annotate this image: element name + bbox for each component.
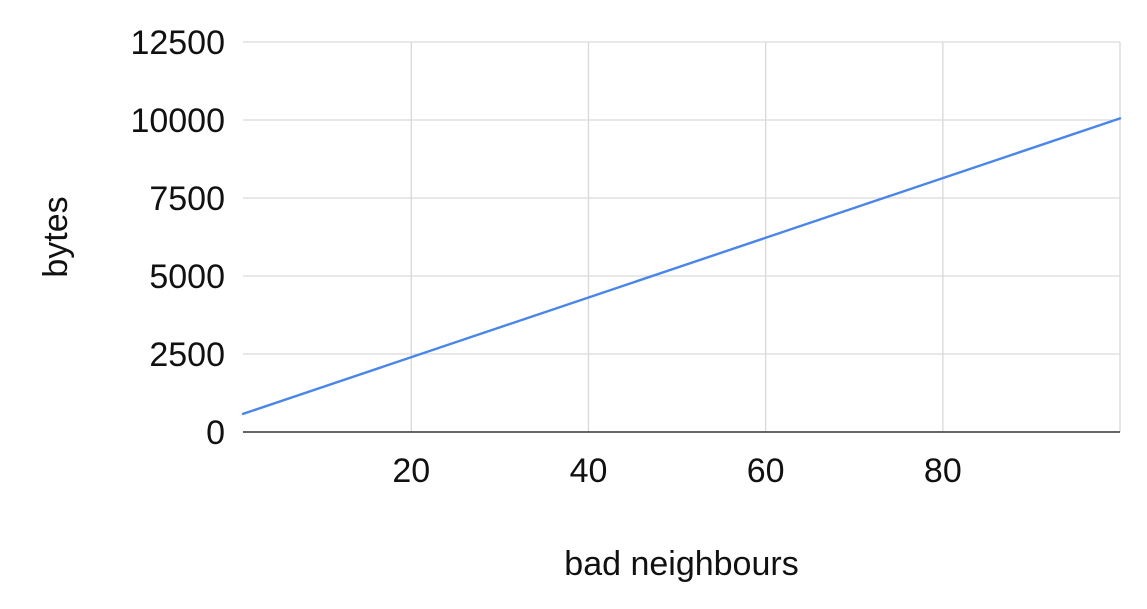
y-tick-label: 0 — [206, 414, 225, 452]
y-axis-title: bytes — [37, 196, 75, 277]
series-line — [241, 117, 1122, 416]
y-tick-label: 12500 — [130, 24, 225, 62]
series — [241, 117, 1122, 416]
x-tick-label: 20 — [392, 452, 430, 490]
x-tick-label: 40 — [570, 452, 608, 490]
y-tick-label: 10000 — [130, 102, 225, 140]
x-tick-label: 60 — [747, 452, 785, 490]
grid — [243, 41, 1121, 432]
x-tick-label: 80 — [924, 452, 962, 490]
y-tick-label: 2500 — [149, 336, 225, 374]
y-tick-label: 5000 — [149, 258, 225, 296]
x-axis-title: bad neighbours — [564, 545, 798, 583]
y-tick-label: 7500 — [149, 180, 225, 218]
tick-labels: 0 2500 5000 7500 10000 12500 20 40 60 80 — [130, 24, 961, 490]
